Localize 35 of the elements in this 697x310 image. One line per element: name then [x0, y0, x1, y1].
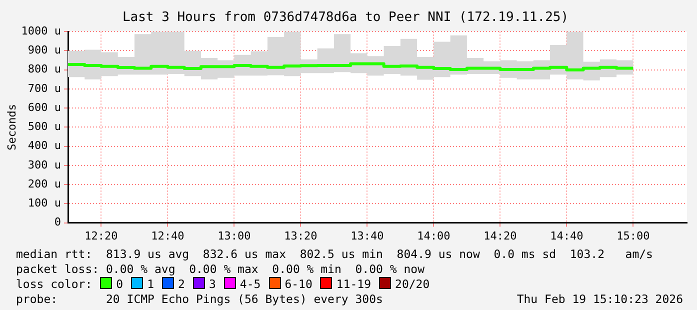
y-tick-label: 900 u	[28, 44, 61, 57]
legend-label: 20/20	[395, 277, 430, 291]
legend-label: 2	[178, 277, 185, 291]
legend-label: 0	[116, 277, 124, 291]
y-tick-label: 1000 u	[21, 24, 61, 38]
text: median rtt: 813.9 us avg 832.6 us max 802.5 us min 804.9 us now 0.0 ms sd 103.2 am/s	[16, 247, 653, 261]
y-tick-label: 400 u	[28, 139, 61, 152]
legend-label: 6-10	[284, 277, 312, 291]
x-tick-label: 14:20	[484, 229, 517, 242]
y-tick-label: 300 u	[28, 158, 61, 172]
x-tick-label: 13:20	[284, 229, 318, 242]
x-tick-label: 14:00	[417, 229, 450, 242]
legend-label: 4-5	[240, 277, 261, 291]
y-tick-label: 500 u	[28, 120, 61, 134]
legend-label: 11-19	[336, 277, 372, 291]
x-tick-label: 13:00	[218, 229, 251, 242]
x-tick-label: 12:40	[151, 229, 184, 242]
chart-title: Last 3 Hours from 0736d7478d6a to Peer NNI (172.19.11.25)	[122, 10, 569, 26]
x-tick-label: 14:40	[550, 229, 584, 242]
y-tick-label: 0	[54, 216, 61, 229]
legend-label: 1	[147, 277, 154, 291]
text: Thu Feb 19 15:10:23 2026	[516, 292, 683, 306]
legend-title: loss color:	[16, 277, 92, 291]
y-tick-label: 700 u	[28, 82, 61, 95]
x-tick-label: 15:00	[616, 229, 650, 242]
y-axis-title: Seconds	[5, 104, 18, 150]
y-tick-label: 100 u	[28, 196, 61, 210]
y-tick-label: 600 u	[28, 100, 61, 114]
legend-label: 3	[208, 277, 216, 291]
x-tick-label: 12:20	[84, 229, 118, 242]
x-tick-label: 13:40	[350, 229, 384, 242]
y-tick-label: 800 u	[28, 62, 61, 76]
text: packet loss: 0.00 % avg 0.00 % max 0.00 % min 0.00 % now	[16, 262, 424, 276]
text: probe: 20 ICMP Echo Pings (56 Bytes) every 300s	[16, 292, 383, 306]
y-tick-label: 200 u	[28, 177, 61, 190]
